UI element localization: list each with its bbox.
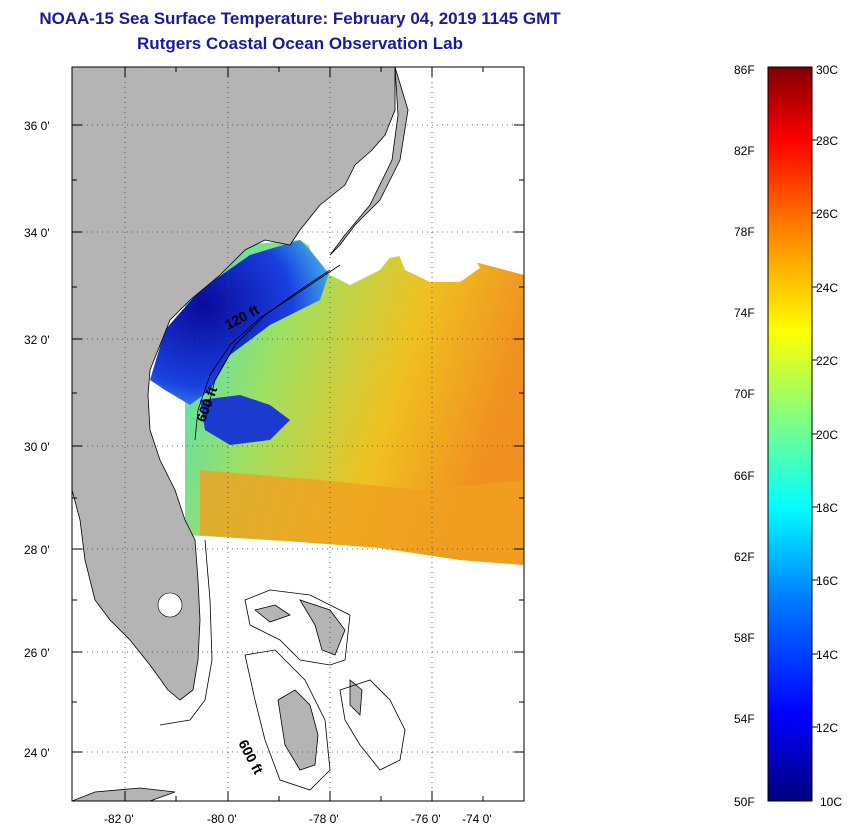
colorbar-fahrenheit-label: 74F: [734, 306, 755, 320]
land-bahamas-abaco: [299, 599, 346, 656]
land-bahamas-grand: [254, 604, 291, 623]
colorbar-celsius-label: 24C: [816, 281, 838, 295]
colorbar-celsius-label: 28C: [816, 134, 838, 148]
map-title: NOAA-15 Sea Surface Temperature: Februar…: [39, 9, 561, 28]
land-southeast-us: [72, 67, 396, 701]
land-bahamas-eleuthera: [349, 679, 363, 716]
lon-tick-label: -76 0': [411, 812, 441, 826]
sst-warm-band: [200, 470, 524, 565]
colorbar-fahrenheit-label: 82F: [734, 144, 755, 158]
lon-tick-label: -74 0': [462, 812, 492, 826]
land-cuba: [72, 787, 176, 801]
map-area: [72, 67, 524, 801]
colorbar-fahrenheit-label: 50F: [734, 795, 755, 809]
lat-tick-label: 36 0': [24, 119, 50, 133]
lon-tick-label: -80 0': [207, 812, 237, 826]
lon-tick-label: -82 0': [104, 812, 134, 826]
lat-tick-label: 26 0': [24, 646, 50, 660]
lat-tick-label: 32 0': [24, 333, 50, 347]
lat-tick-label: 28 0': [24, 543, 50, 557]
colorbar-celsius-label: 12C: [816, 721, 838, 735]
cloud-mask: [395, 240, 480, 282]
map-ticks: [72, 67, 524, 801]
lat-tick-label: 24 0': [24, 746, 50, 760]
colorbar-fahrenheit-label: 78F: [734, 225, 755, 239]
map-subtitle: Rutgers Coastal Ocean Observation Lab: [137, 34, 463, 53]
colorbar-celsius-label: 10C: [820, 795, 842, 809]
depth-contour-bahamas-south: [244, 649, 331, 791]
depth-contour-600ft-florida: [159, 539, 213, 726]
colorbar-celsius-label: 30C: [816, 63, 838, 77]
colorbar-fahrenheit-label: 58F: [734, 631, 755, 645]
colorbar-celsius-label: 14C: [816, 648, 838, 662]
colorbar-celsius-label: 16C: [816, 574, 838, 588]
cloud-mask: [300, 195, 400, 285]
lon-tick-label: -78 0': [309, 812, 339, 826]
lat-tick-label: 34 0': [24, 226, 50, 240]
colorbar-fahrenheit-label: 66F: [734, 469, 755, 483]
sst-cold-patch: [200, 395, 290, 445]
colorbar-fahrenheit-label: 86F: [734, 63, 755, 77]
lake-okeechobee: [157, 592, 183, 618]
depth-contour-120ft: [204, 269, 331, 421]
colorbar-celsius-label: 26C: [816, 207, 838, 221]
depth-contour-600ft: [194, 264, 341, 441]
colorbar-fahrenheit-label: 54F: [734, 712, 755, 726]
land-outer-banks: [329, 67, 409, 256]
colorbar-fahrenheit-label: 62F: [734, 550, 755, 564]
sst-cold-coastal-water: [150, 240, 330, 405]
colorbar-gradient: [767, 66, 813, 802]
colorbar-celsius-label: 18C: [816, 501, 838, 515]
map-frame: [71, 66, 525, 802]
colorbar-fahrenheit-label: 70F: [734, 387, 755, 401]
depth-label: 600 ft: [235, 737, 266, 777]
colorbar-celsius-label: 20C: [816, 428, 838, 442]
lat-tick-label: 30 0': [24, 440, 50, 454]
temperature-colorbar: 86F 82F 78F 74F 70F 66F 62F 58F 54F 50F …: [734, 63, 842, 809]
depth-contour-bahamas: [244, 589, 351, 666]
land-bahamas-andros: [277, 689, 319, 771]
map-gridlines: [72, 67, 524, 801]
colorbar-celsius-label: 22C: [816, 354, 838, 368]
depth-contour-bahamas-east: [339, 679, 406, 771]
